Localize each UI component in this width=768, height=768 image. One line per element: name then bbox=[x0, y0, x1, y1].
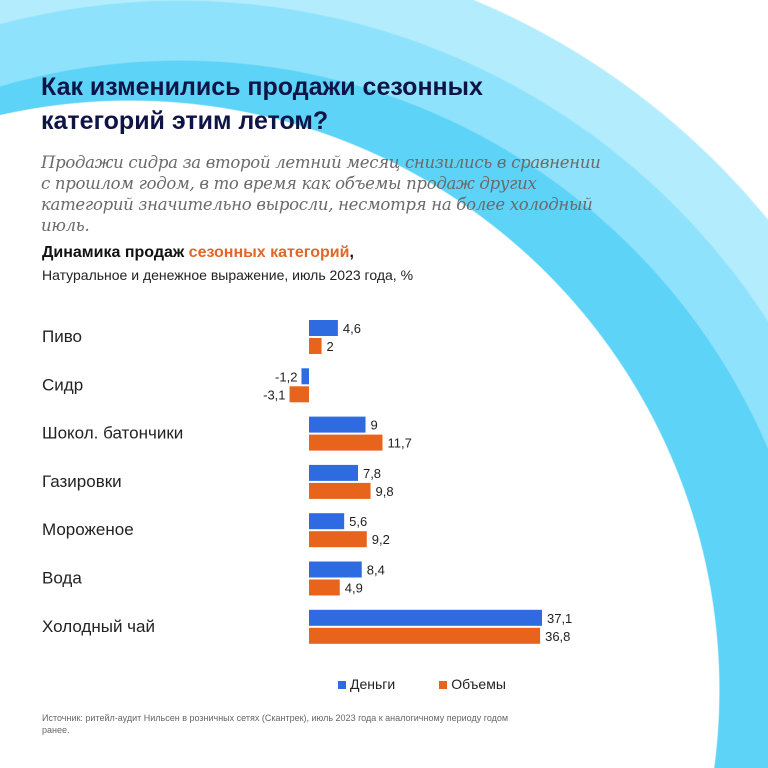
page-subtitle: Продажи сидра за второй летний месяц сни… bbox=[41, 153, 601, 235]
bar-volume bbox=[309, 531, 367, 548]
data-label: 8,4 bbox=[367, 563, 385, 578]
category-label: Вода bbox=[42, 569, 82, 588]
bar-money bbox=[309, 609, 542, 626]
bar-money bbox=[309, 464, 358, 481]
data-label: -1,2 bbox=[275, 369, 297, 384]
chart-title-highlight: сезонных категорий bbox=[188, 244, 350, 261]
bar-volume bbox=[309, 338, 322, 354]
data-label: 11,7 bbox=[387, 436, 411, 451]
legend-label-volume: Объемы bbox=[451, 676, 506, 692]
bar-money bbox=[309, 416, 366, 433]
page-title: Как изменились продажи сезонных категори… bbox=[41, 73, 483, 135]
data-label: 5,6 bbox=[349, 514, 367, 529]
chart-title-part1: Динамика продаж bbox=[42, 244, 189, 261]
data-label: -3,1 bbox=[263, 387, 285, 402]
bar-volume bbox=[309, 627, 541, 644]
category-label: Мороженое bbox=[42, 520, 134, 539]
bar-money bbox=[301, 368, 309, 385]
category-label: Газировки bbox=[42, 472, 122, 491]
legend-label-money: Деньги bbox=[350, 676, 396, 692]
bar-volume bbox=[309, 482, 371, 499]
data-label: 36,8 bbox=[545, 629, 570, 644]
chart-title-part2: , bbox=[349, 244, 354, 261]
bar-volume bbox=[309, 579, 340, 596]
category-label: Шокол. батончики bbox=[42, 424, 183, 443]
legend: Деньги Объемы bbox=[338, 676, 506, 692]
bar-money bbox=[309, 561, 362, 578]
legend-swatch-volume bbox=[439, 681, 448, 689]
legend-item-volume: Объемы bbox=[439, 676, 506, 692]
category-label: Холодный чай bbox=[42, 617, 155, 636]
niq-logo: NIQ bbox=[632, 34, 714, 83]
data-label: 37,1 bbox=[547, 611, 572, 626]
data-label: 2 bbox=[327, 339, 334, 354]
bar-money bbox=[309, 513, 345, 530]
category-label: Сидр bbox=[42, 375, 83, 394]
legend-swatch-money bbox=[338, 681, 346, 689]
data-label: 9 bbox=[371, 418, 378, 433]
data-label: 7,8 bbox=[363, 466, 381, 481]
chart-title: Динамика продаж сезонных категорий, bbox=[42, 244, 354, 262]
data-label: 4,6 bbox=[343, 321, 361, 336]
bar-chart: Пиво 4,6 2 Сидр -1,2 -3,1 Шокол. батончики 9 11,… bbox=[42, 320, 572, 644]
bar-volume bbox=[309, 434, 383, 451]
data-label: 9,8 bbox=[376, 484, 394, 499]
category-label: Пиво bbox=[42, 327, 82, 346]
legend-item-money: Деньги bbox=[338, 676, 395, 692]
data-label: 4,9 bbox=[345, 581, 363, 596]
bar-money bbox=[309, 320, 338, 336]
bar-volume bbox=[289, 386, 309, 403]
chart-subtitle: Натуральное и денежное выражение, июль 2… bbox=[42, 267, 414, 283]
source-note: Источник: ритейл-аудит Нильсен в розничн… bbox=[42, 713, 509, 735]
data-label: 9,2 bbox=[372, 532, 390, 547]
